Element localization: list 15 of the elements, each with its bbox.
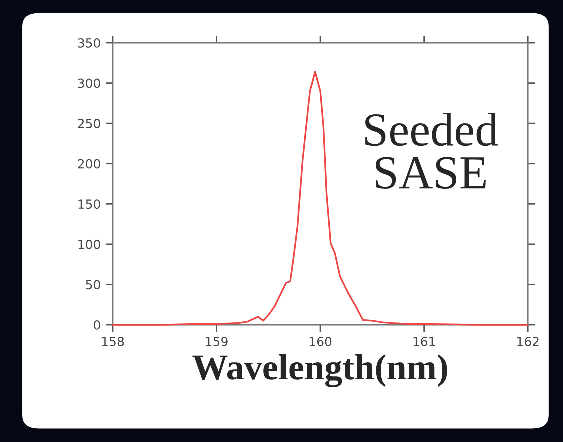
y-tick-label: 350 xyxy=(78,38,100,48)
y-tick-label: 250 xyxy=(78,119,100,129)
y-tick-label: 200 xyxy=(78,159,100,169)
x-tick-label: 162 xyxy=(518,337,539,346)
x-tick-label: 161 xyxy=(414,337,436,346)
x-tick-label: 160 xyxy=(310,337,332,346)
y-tick-label: 100 xyxy=(78,240,100,250)
y-tick-label: 300 xyxy=(78,78,100,88)
y-tick-label: 0 xyxy=(94,320,100,330)
annotation: Seeded SASE xyxy=(366,112,498,190)
x-tick-label: 159 xyxy=(206,337,228,346)
y-tick-label: 150 xyxy=(78,200,100,210)
y-tick-label: 50 xyxy=(86,280,100,290)
x-axis-title: Wavelength(nm) xyxy=(192,354,448,388)
x-tick-label: 158 xyxy=(102,337,124,346)
